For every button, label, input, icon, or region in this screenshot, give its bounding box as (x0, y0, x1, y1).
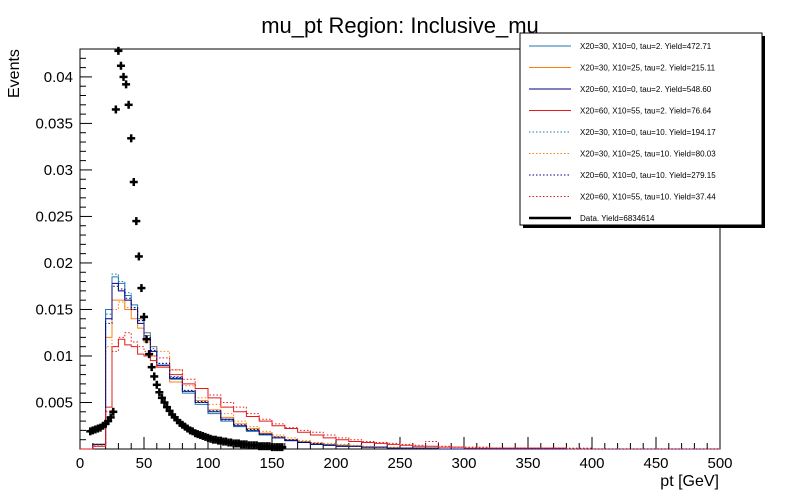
data-point (147, 363, 156, 372)
x-tick-label: 400 (579, 455, 604, 472)
x-tick-label: 100 (195, 455, 220, 472)
data-point (152, 380, 161, 389)
x-tick-label: 50 (136, 455, 153, 472)
data-point (278, 443, 287, 452)
y-tick-label: 0.03 (44, 162, 73, 179)
x-tick-label: 200 (323, 455, 348, 472)
y-tick-label: 0.02 (44, 255, 73, 272)
chart-title: mu_pt Region: Inclusive_mu (261, 13, 539, 38)
legend-label-2: X20=30, X10=25, tau=2. Yield=215.11 (580, 64, 716, 73)
data-point (140, 312, 148, 321)
x-tick-label: 450 (643, 455, 668, 472)
series-line-8 (80, 332, 720, 450)
data-point (106, 413, 115, 422)
legend-label-4: X20=60, X10=55, tau=2. Yield=76.64 (580, 107, 712, 116)
data-point (111, 105, 120, 114)
data-point (145, 350, 154, 359)
y-tick-label: 0.01 (44, 348, 73, 365)
x-axis-label: pt [GeV] (660, 473, 719, 490)
data-point (114, 46, 123, 55)
data-point (142, 335, 151, 344)
data-point (116, 61, 125, 70)
x-tick-label: 300 (451, 455, 476, 472)
legend-label-5: X20=30, X10=0, tau=10. Yield=194.17 (580, 128, 716, 137)
legend-label-7: X20=60, X10=0, tau=10. Yield=279.15 (580, 171, 716, 180)
data-point (127, 134, 136, 143)
legend: X20=30, X10=0, tau=2. Yield=472.71 X20=30… (519, 32, 765, 228)
data-point (122, 80, 131, 89)
data-point (124, 100, 133, 109)
legend-box (519, 32, 763, 226)
x-tick-label: 150 (259, 455, 284, 472)
y-tick-label: 0.04 (44, 69, 73, 86)
y-axis-label: Events (6, 49, 23, 98)
x-tick-label: 0 (76, 455, 84, 472)
data-point (119, 72, 128, 81)
legend-label-8: X20=60, X10=55, tau=10. Yield=37.44 (580, 193, 716, 202)
data-point (134, 252, 143, 261)
data-point (160, 398, 169, 407)
y-tick-label: 0.015 (35, 301, 73, 318)
plot-area: 0 50 100 150 200 250 300 350 400 450 500 0.005 0.01 0… (35, 46, 733, 472)
y-tick-label: 0.005 (35, 394, 73, 411)
legend-label-6: X20=30, X10=25, tau=10. Yield=80.03 (580, 150, 716, 159)
legend-label-1: X20=30, X10=0, tau=2. Yield=472.71 (580, 42, 712, 51)
series-line-6 (80, 301, 720, 450)
data-point (137, 284, 146, 293)
series-line-4 (80, 338, 720, 450)
x-tick-label: 350 (515, 455, 540, 472)
data-point (129, 178, 138, 187)
data-point (109, 407, 118, 416)
x-tick-label: 500 (707, 455, 732, 472)
data-point (157, 393, 166, 402)
legend-label-3: X20=60, X10=0, tau=2. Yield=548.60 (580, 85, 712, 94)
data-point (150, 372, 159, 381)
series-line-7 (80, 285, 720, 450)
x-tick-label: 250 (387, 455, 412, 472)
y-tick-label: 0.035 (35, 115, 73, 132)
y-tick-label: 0.025 (35, 208, 73, 225)
data-point (132, 217, 141, 226)
legend-label-9: Data. Yield=6834614 (580, 214, 655, 223)
data-point (155, 388, 164, 397)
